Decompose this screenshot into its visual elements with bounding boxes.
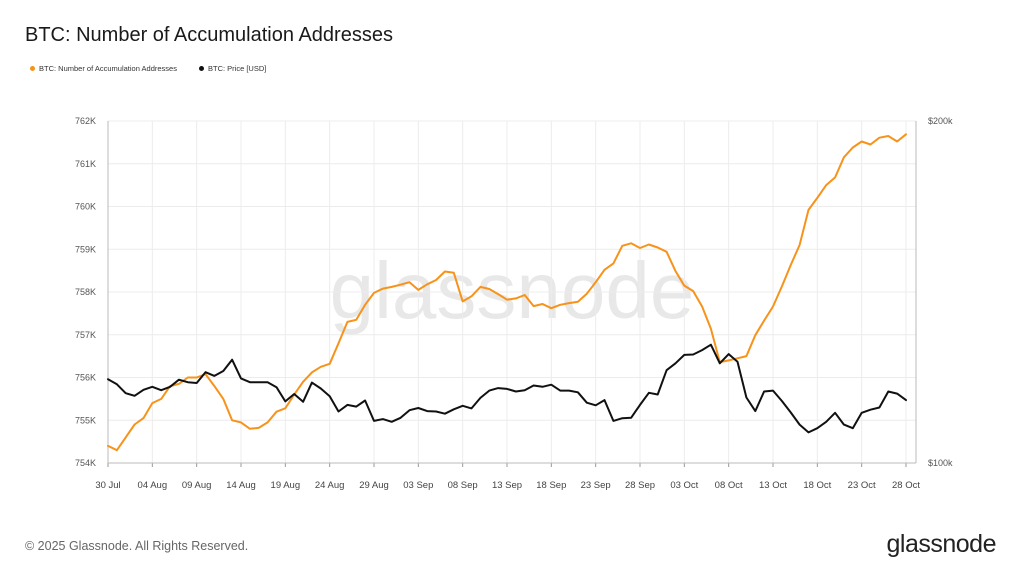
series-line-accumulation-addresses xyxy=(107,133,907,452)
legend-dot-orange xyxy=(30,66,35,71)
y-left-tick-label: 755K xyxy=(75,415,96,425)
x-tick-label: 24 Aug xyxy=(315,480,345,491)
x-tick-label: 30 Jul xyxy=(95,480,120,491)
x-tick-label: 09 Aug xyxy=(182,480,212,491)
legend-dot-black xyxy=(198,66,204,71)
x-tick-label: 19 Aug xyxy=(271,480,301,491)
x-tick-label: 23 Sep xyxy=(581,480,611,491)
legend-item-accumulation[interactable]: BTC: Number of Accumulation Addresses xyxy=(30,64,177,73)
copyright-footer: © 2025 Glassnode. All Rights Reserved. xyxy=(25,539,249,553)
y-left-tick-label: 754K xyxy=(75,458,96,468)
x-tick-label: 23 Oct xyxy=(848,480,876,491)
y-left-tick-label: 759K xyxy=(75,244,96,254)
y-left-tick-label: 758K xyxy=(75,287,96,297)
x-tick-label: 18 Oct xyxy=(803,480,831,491)
x-tick-label: 08 Sep xyxy=(448,480,478,491)
y-left-tick-label: 760K xyxy=(75,202,96,212)
watermark: glassnode xyxy=(330,246,695,335)
x-tick-label: 03 Sep xyxy=(403,480,433,491)
y-left-tick-label: 762K xyxy=(75,116,96,126)
x-tick-label: 04 Aug xyxy=(138,480,168,491)
x-tick-label: 03 Oct xyxy=(670,480,698,491)
y-left-tick-label: 757K xyxy=(75,330,96,340)
y-right-tick-label: $100k xyxy=(928,458,953,468)
chart-title: BTC: Number of Accumulation Addresses xyxy=(25,24,393,46)
y-left-tick-label: 761K xyxy=(75,159,96,169)
x-tick-label: 08 Oct xyxy=(715,480,743,491)
y-right-tick-label: $200k xyxy=(928,116,953,126)
x-tick-label: 28 Sep xyxy=(625,480,655,491)
legend-label-accumulation: BTC: Number of Accumulation Addresses xyxy=(39,64,177,73)
glassnode-logo: glassnode xyxy=(886,530,997,558)
x-tick-label: 14 Aug xyxy=(226,480,256,491)
legend-label-price: BTC: Price [USD] xyxy=(207,64,267,73)
x-tick-label: 29 Aug xyxy=(359,480,389,491)
x-tick-label: 18 Sep xyxy=(536,480,566,491)
legend: BTC: Number of Accumulation Addresses BT… xyxy=(30,64,266,73)
y-left-tick-label: 756K xyxy=(75,373,96,383)
x-tick-label: 13 Sep xyxy=(492,480,522,491)
x-tick-label: 28 Oct xyxy=(892,480,920,491)
x-tick-label: 13 Oct xyxy=(759,480,787,491)
legend-item-price[interactable]: BTC: Price [USD] xyxy=(198,64,267,73)
series-line-btc-price xyxy=(107,343,907,434)
